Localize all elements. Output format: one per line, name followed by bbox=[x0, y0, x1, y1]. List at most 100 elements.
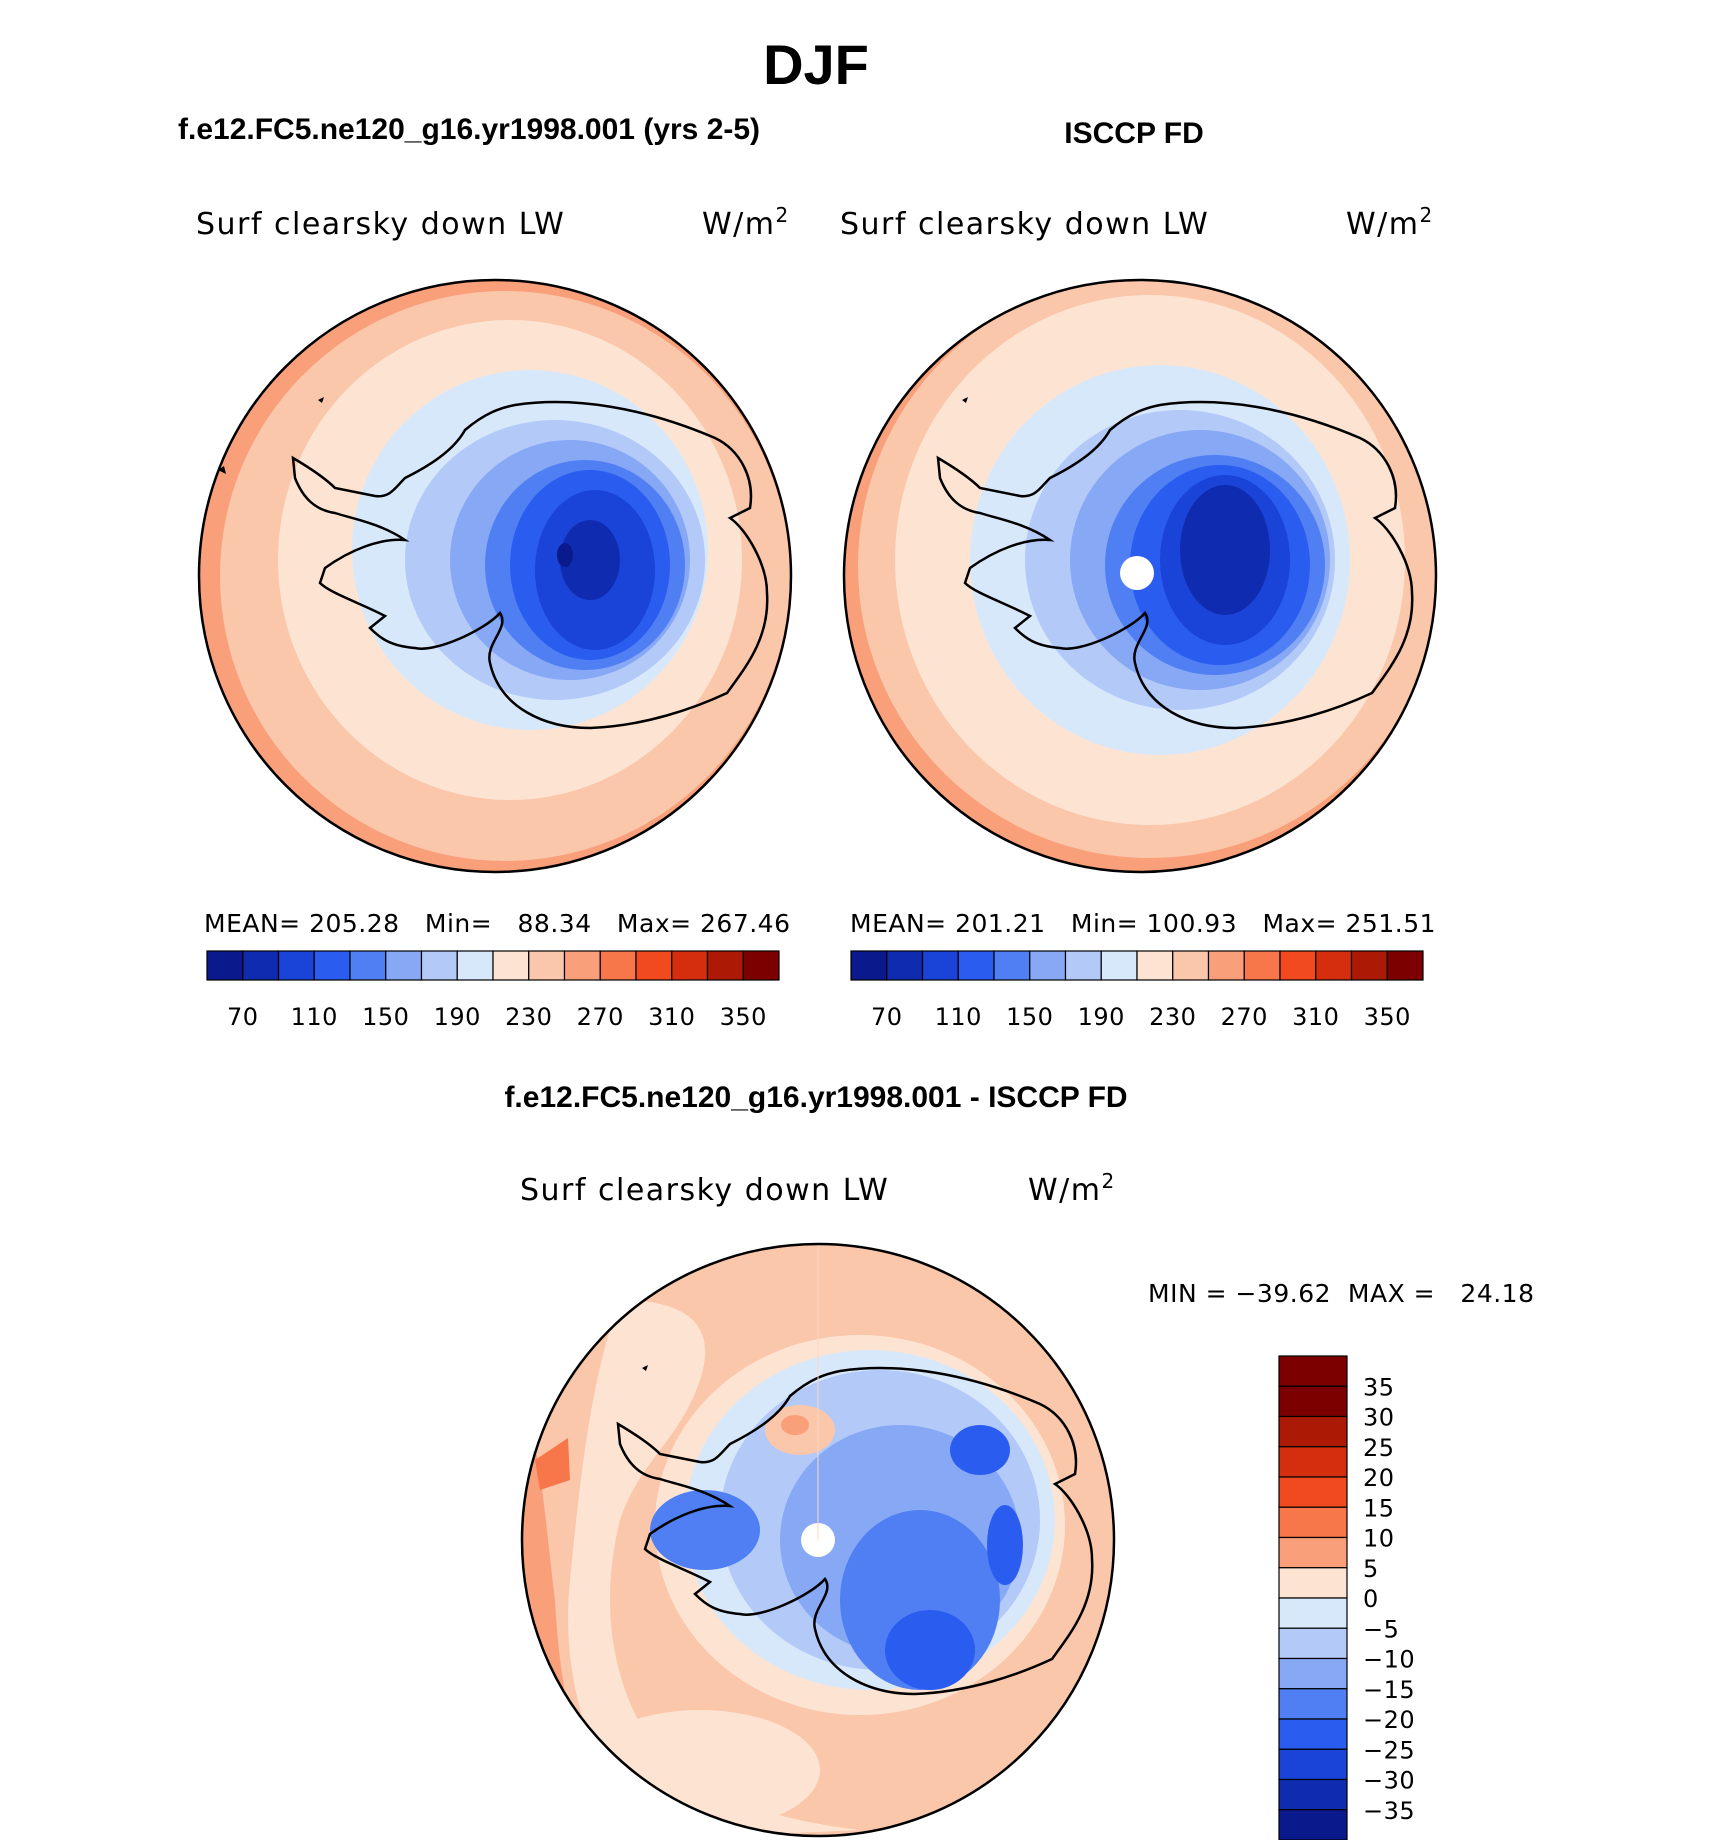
colorbar-difference-tick-label: 0 bbox=[1363, 1585, 1379, 1613]
colorbar-obs-swatch bbox=[1386, 950, 1424, 981]
colorbar-model-tick-label: 150 bbox=[362, 1003, 409, 1031]
colorbar-obs-tick-label: 150 bbox=[1006, 1003, 1053, 1031]
colorbar-model-tick-label: 110 bbox=[291, 1003, 338, 1031]
colorbar-difference-swatch bbox=[1278, 1536, 1348, 1569]
colorbar-obs-tick-label: 350 bbox=[1364, 1003, 1411, 1031]
colorbar-obs-swatch bbox=[1064, 950, 1102, 981]
panel-model-stats: MEAN= 205.28 Min= 88.34 Max= 267.46 bbox=[204, 909, 791, 938]
colorbar-obs-ticks: 70 110 150 190 230 270 310 350 bbox=[871, 1003, 1411, 1031]
panel-obs-variable: Surf clearsky down LW bbox=[840, 207, 1209, 242]
colorbar-model-swatch bbox=[349, 950, 387, 981]
colorbar-obs-swatch bbox=[886, 950, 924, 981]
colorbar-model-swatch bbox=[492, 950, 530, 981]
colorbar-model-swatch bbox=[420, 950, 458, 981]
colorbar-obs-swatch bbox=[1350, 950, 1388, 981]
panel-difference: f.e12.FC5.ne120_g16.yr1998.001 - ISCCP F… bbox=[504, 1081, 1534, 1840]
colorbar-obs-tick-label: 70 bbox=[871, 1003, 903, 1031]
colorbar-obs-swatch bbox=[1243, 950, 1281, 981]
colorbar-difference-swatch bbox=[1278, 1778, 1348, 1811]
colorbar-obs-swatch bbox=[1100, 950, 1138, 981]
colorbar-difference-tick-label: −10 bbox=[1363, 1646, 1415, 1674]
colorbar-difference-swatch bbox=[1278, 1355, 1348, 1387]
colorbar-difference-tick-label: 30 bbox=[1363, 1404, 1395, 1432]
panel-model: f.e12.FC5.ne120_g16.yr1998.001 (yrs 2-5)… bbox=[178, 113, 793, 1031]
colorbar-difference-tick-label: 15 bbox=[1363, 1494, 1395, 1522]
colorbar-obs-tick-label: 190 bbox=[1078, 1003, 1125, 1031]
colorbar-model-tick-label: 190 bbox=[434, 1003, 481, 1031]
map-model bbox=[199, 280, 791, 872]
colorbar-difference-swatch bbox=[1278, 1506, 1348, 1539]
colorbar-difference bbox=[1278, 1355, 1348, 1840]
colorbar-obs-swatch bbox=[1136, 950, 1174, 981]
colorbar-difference-tick-label: −30 bbox=[1363, 1767, 1415, 1795]
colorbar-model-ticks: 70 110 150 190 230 270 310 350 bbox=[227, 1003, 767, 1031]
colorbar-difference-swatch bbox=[1278, 1718, 1348, 1750]
colorbar-model-swatch bbox=[313, 950, 351, 981]
colorbar-model-swatch bbox=[385, 950, 423, 981]
colorbar-model-tick-label: 350 bbox=[720, 1003, 767, 1031]
panel-model-units: W/m2 bbox=[702, 203, 790, 242]
colorbar-model bbox=[206, 950, 780, 981]
panel-difference-variable: Surf clearsky down LW bbox=[520, 1173, 889, 1208]
colorbar-model-swatch bbox=[599, 950, 637, 981]
colorbar-obs-swatch bbox=[1279, 950, 1317, 981]
colorbar-difference-swatch bbox=[1278, 1385, 1348, 1418]
colorbar-obs-tick-label: 230 bbox=[1149, 1003, 1196, 1031]
colorbar-model-tick-label: 230 bbox=[505, 1003, 552, 1031]
figure-title: DJF bbox=[763, 33, 869, 96]
colorbar-difference-tick-label: 35 bbox=[1363, 1373, 1395, 1401]
colorbar-difference-tick-label: 25 bbox=[1363, 1434, 1395, 1462]
map-obs bbox=[844, 280, 1436, 872]
colorbar-difference-tick-label: 5 bbox=[1363, 1555, 1379, 1583]
panel-model-variable: Surf clearsky down LW bbox=[196, 207, 565, 242]
colorbar-model-swatch bbox=[671, 950, 709, 981]
panel-model-title: f.e12.FC5.ne120_g16.yr1998.001 (yrs 2-5) bbox=[178, 113, 760, 146]
map-difference bbox=[522, 1244, 1114, 1836]
colorbar-difference-swatch bbox=[1278, 1415, 1348, 1448]
colorbar-model-swatch bbox=[528, 950, 566, 981]
colorbar-difference-tick-label: −25 bbox=[1363, 1736, 1415, 1764]
colorbar-difference-tick-label: −5 bbox=[1363, 1615, 1399, 1643]
colorbar-difference-tick-label: −15 bbox=[1363, 1676, 1415, 1704]
colorbar-obs-swatch bbox=[850, 950, 888, 981]
colorbar-difference-tick-label: −35 bbox=[1363, 1797, 1415, 1825]
panel-obs-stats: MEAN= 201.21 Min= 100.93 Max= 251.51 bbox=[850, 909, 1436, 938]
colorbar-difference-swatch bbox=[1278, 1476, 1348, 1508]
colorbar-difference-swatch bbox=[1278, 1809, 1348, 1840]
colorbar-model-swatch bbox=[706, 950, 744, 981]
colorbar-model-tick-label: 70 bbox=[227, 1003, 259, 1031]
colorbar-difference-swatch bbox=[1278, 1627, 1348, 1660]
panel-obs-units: W/m2 bbox=[1346, 203, 1434, 242]
panel-difference-title: f.e12.FC5.ne120_g16.yr1998.001 - ISCCP F… bbox=[504, 1081, 1127, 1114]
colorbar-model-swatch bbox=[242, 950, 280, 981]
colorbar-model-swatch bbox=[635, 950, 673, 981]
colorbar-difference-swatch bbox=[1278, 1657, 1348, 1690]
colorbar-model-tick-label: 270 bbox=[577, 1003, 624, 1031]
colorbar-obs-swatch bbox=[993, 950, 1031, 981]
colorbar-obs-swatch bbox=[957, 950, 995, 981]
colorbar-obs-swatch bbox=[1207, 950, 1245, 981]
colorbar-model-tick-label: 310 bbox=[648, 1003, 695, 1031]
colorbar-obs-tick-label: 310 bbox=[1292, 1003, 1339, 1031]
colorbar-model-swatch bbox=[206, 950, 244, 981]
colorbar-model-swatch bbox=[277, 950, 315, 981]
colorbar-difference-swatch bbox=[1278, 1748, 1348, 1781]
panel-obs-title: ISCCP FD bbox=[1064, 117, 1203, 150]
colorbar-difference-swatch bbox=[1278, 1688, 1348, 1720]
colorbar-obs-swatch bbox=[1315, 950, 1353, 981]
colorbar-difference-tick-label: −20 bbox=[1363, 1706, 1415, 1734]
colorbar-model-swatch bbox=[456, 950, 494, 981]
colorbar-obs bbox=[850, 950, 1424, 981]
colorbar-obs-swatch bbox=[1172, 950, 1210, 981]
colorbar-obs-tick-label: 270 bbox=[1221, 1003, 1268, 1031]
colorbar-difference-tick-label: 10 bbox=[1363, 1525, 1395, 1553]
colorbar-model-swatch bbox=[742, 950, 780, 981]
panel-difference-stats: MIN = −39.62 MAX = 24.18 bbox=[1148, 1279, 1535, 1308]
colorbar-obs-swatch bbox=[1029, 950, 1067, 981]
colorbar-difference-tick-label: 20 bbox=[1363, 1464, 1395, 1492]
colorbar-difference-swatch bbox=[1278, 1597, 1348, 1629]
colorbar-model-swatch bbox=[563, 950, 601, 981]
colorbar-difference-swatch bbox=[1278, 1446, 1348, 1478]
